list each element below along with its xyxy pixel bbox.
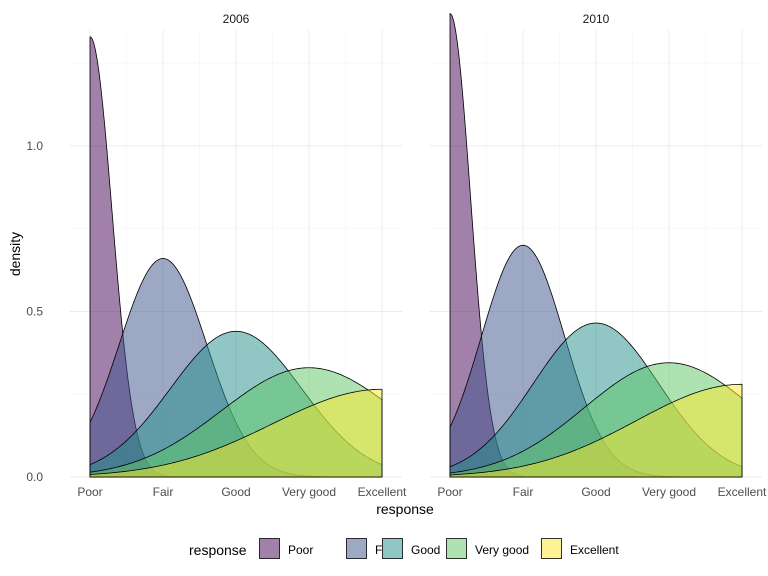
facet-label-2006: 2006 (223, 12, 250, 26)
y-axis-title: density (7, 232, 23, 276)
legend-swatch-good (382, 538, 403, 559)
density-excellent-2006 (89, 388, 383, 478)
legend-label-excellent: Excellent (570, 543, 619, 557)
x-tick-label: Fair (153, 485, 174, 499)
legend-swatch-very-good (446, 538, 467, 559)
x-tick-label: Good (221, 485, 250, 499)
x-tick-label: Excellent (358, 485, 407, 499)
panel-2010: 2010 Poor Fair Good Very good Excellent (430, 12, 767, 499)
x-tick-label: Poor (77, 485, 102, 499)
legend-swatch-excellent (541, 538, 562, 559)
legend-item-good: Good (382, 538, 440, 559)
legend-item-poor: Poor (259, 538, 313, 559)
legend-item-very-good: Very good (446, 538, 529, 559)
legend-swatch-fair (346, 538, 367, 559)
x-tick-label: Good (581, 485, 610, 499)
legend-title: response (189, 542, 247, 558)
y-tick-label: 0.0 (26, 470, 43, 484)
legend-item-excellent: Excellent (541, 538, 619, 559)
x-tick-label: Very good (282, 485, 336, 499)
x-tick-label: Poor (437, 485, 462, 499)
facet-label-2010: 2010 (583, 12, 610, 26)
y-tick-label: 0.5 (26, 304, 43, 318)
legend-label-very-good: Very good (475, 543, 529, 557)
x-tick-label: Very good (642, 485, 696, 499)
x-tick-label: Fair (513, 485, 534, 499)
legend-label-good: Good (411, 543, 440, 557)
legend-label-poor: Poor (288, 543, 313, 557)
panel-2006: 2006 Poor Fair Good Very good Excellent 0.0 0.5… (26, 12, 407, 499)
legend-swatch-poor (259, 538, 280, 559)
density-excellent-2010 (449, 383, 743, 478)
x-tick-label: Excellent (718, 485, 767, 499)
x-axis-title: response (376, 501, 434, 517)
y-tick-label: 1.0 (26, 139, 43, 153)
